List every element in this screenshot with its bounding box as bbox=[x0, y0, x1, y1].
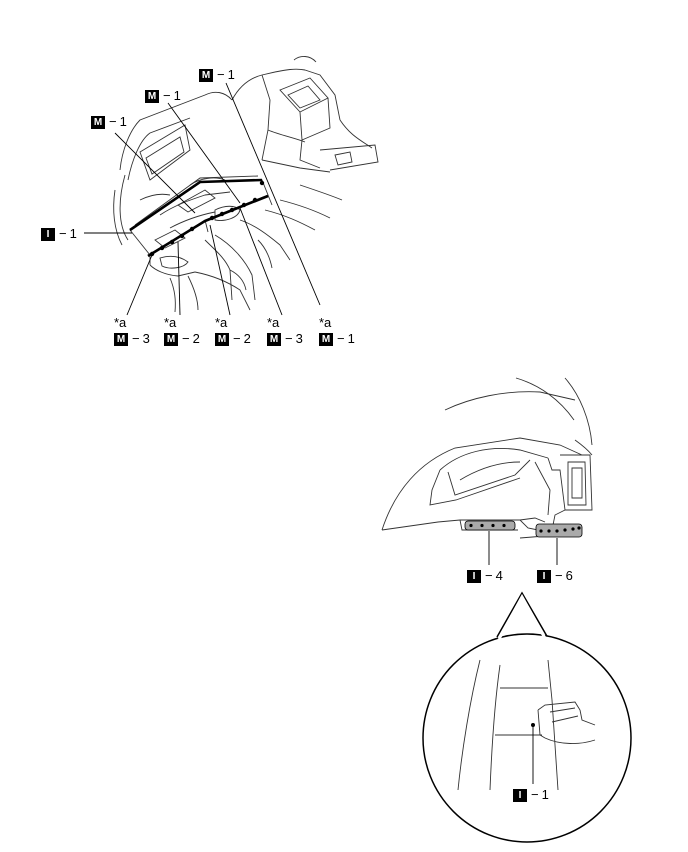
top-view-seal-dots bbox=[149, 180, 265, 257]
detail-view-leader bbox=[531, 723, 535, 784]
code-badge: M bbox=[114, 332, 128, 346]
code-badge: M bbox=[199, 68, 213, 82]
detail-view-frame bbox=[423, 593, 631, 842]
code-badge: I bbox=[537, 569, 551, 583]
callout-m1-top-left: M − 1 bbox=[91, 115, 127, 129]
callout-number: 3 bbox=[142, 331, 150, 346]
note-mark: *a bbox=[215, 315, 228, 330]
callout-separator: − bbox=[285, 331, 293, 346]
callout-separator: − bbox=[233, 331, 241, 346]
callout-m3-bottom-4: M − 3 bbox=[267, 332, 303, 346]
code-badge: M bbox=[267, 332, 281, 346]
note-mark: *a bbox=[164, 315, 177, 330]
callout-separator: − bbox=[109, 114, 117, 129]
callout-number: 6 bbox=[565, 568, 573, 583]
code-badge: M bbox=[164, 332, 178, 346]
code-badge: I bbox=[467, 569, 481, 583]
callout-separator: − bbox=[337, 331, 345, 346]
side-view-leaders bbox=[489, 531, 557, 565]
callout-separator: − bbox=[217, 67, 225, 82]
callout-separator: − bbox=[555, 568, 563, 583]
code-badge: M bbox=[91, 115, 105, 129]
callout-i4-side: I − 4 bbox=[467, 569, 503, 583]
note-mark: *a bbox=[267, 315, 280, 330]
code-badge: M bbox=[145, 89, 159, 103]
top-view-body-outline bbox=[114, 56, 378, 312]
callout-number: 2 bbox=[192, 331, 200, 346]
callout-number: 2 bbox=[243, 331, 251, 346]
top-view-seal-line bbox=[130, 180, 268, 256]
callout-m2-bottom-2: M − 2 bbox=[164, 332, 200, 346]
callout-i6-side: I − 6 bbox=[537, 569, 573, 583]
callout-m1-bottom-5: M − 1 bbox=[319, 332, 355, 346]
code-badge: I bbox=[41, 227, 55, 241]
callout-m1-top-middle: M − 1 bbox=[145, 89, 181, 103]
callout-i1-detail: I − 1 bbox=[513, 788, 549, 802]
side-view-strip-right bbox=[535, 523, 583, 538]
callout-separator: − bbox=[531, 787, 539, 802]
callout-separator: − bbox=[485, 568, 493, 583]
callout-number: 1 bbox=[347, 331, 355, 346]
callout-number: 1 bbox=[227, 67, 235, 82]
detail-view-linework bbox=[458, 660, 595, 790]
top-view-leaders bbox=[84, 83, 320, 315]
callout-separator: − bbox=[163, 88, 171, 103]
callout-separator: − bbox=[182, 331, 190, 346]
callout-number: 3 bbox=[295, 331, 303, 346]
callout-number: 1 bbox=[69, 226, 77, 241]
callout-number: 1 bbox=[541, 787, 549, 802]
code-badge: M bbox=[319, 332, 333, 346]
code-badge: I bbox=[513, 788, 527, 802]
note-mark: *a bbox=[114, 315, 127, 330]
side-view-strip-left bbox=[464, 520, 516, 531]
callout-separator: − bbox=[132, 331, 140, 346]
callout-number: 4 bbox=[495, 568, 503, 583]
note-mark: *a bbox=[319, 315, 332, 330]
callout-separator: − bbox=[59, 226, 67, 241]
callout-i1-left: I − 1 bbox=[41, 227, 77, 241]
side-view-body-outline bbox=[382, 378, 592, 538]
callout-number: 1 bbox=[173, 88, 181, 103]
callout-number: 1 bbox=[119, 114, 127, 129]
callout-m2-bottom-3: M − 2 bbox=[215, 332, 251, 346]
callout-m3-bottom-1: M − 3 bbox=[114, 332, 150, 346]
code-badge: M bbox=[215, 332, 229, 346]
callout-m1-top-right: M − 1 bbox=[199, 68, 235, 82]
